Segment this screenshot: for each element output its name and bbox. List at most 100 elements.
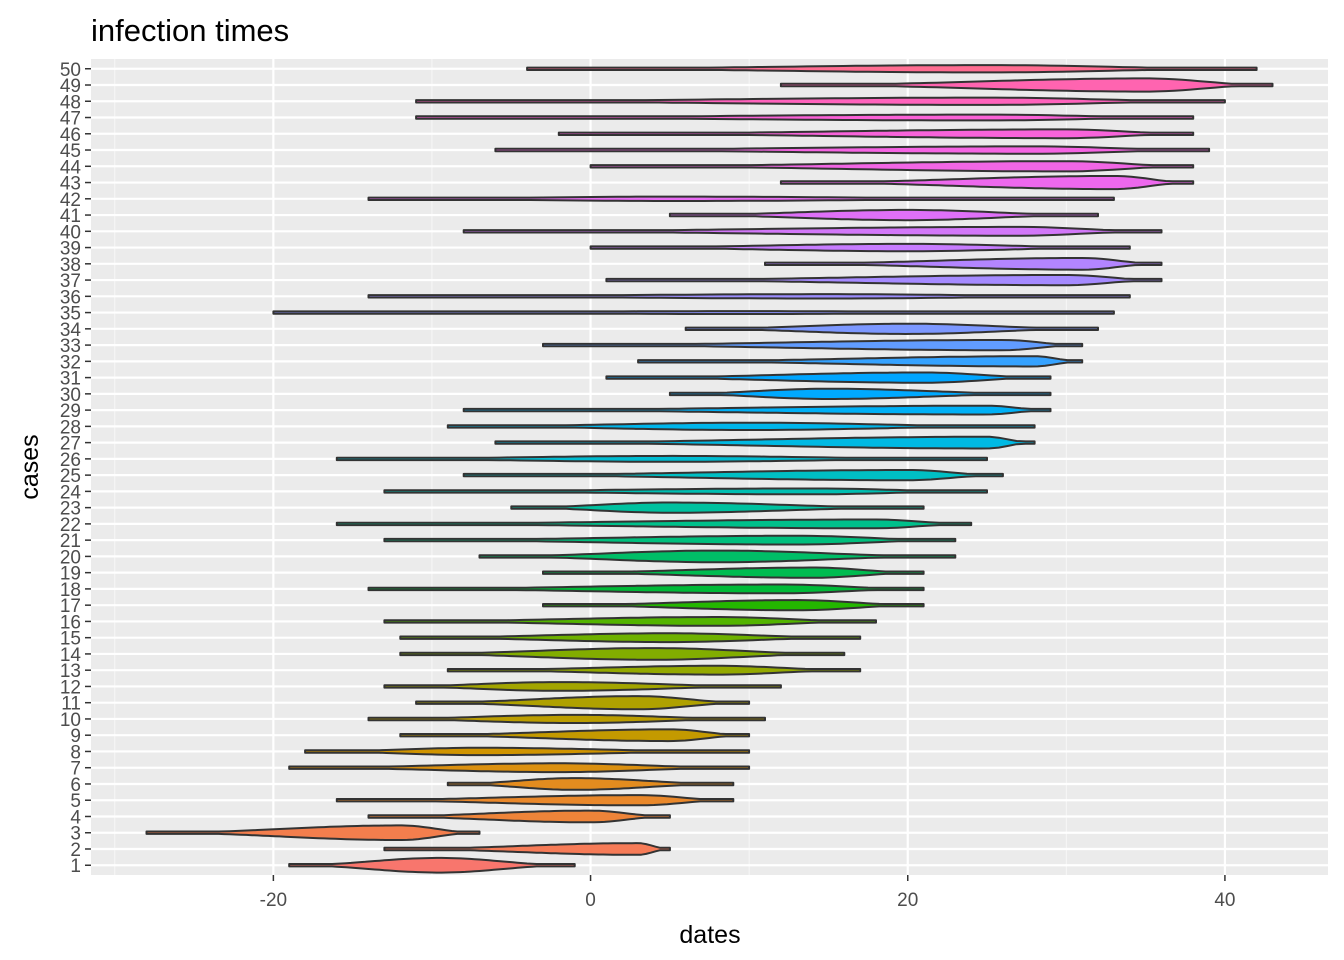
- y-tick-label: 29: [60, 401, 81, 422]
- x-tick-label: 20: [897, 890, 918, 911]
- violin-case-41: [668, 208, 1099, 222]
- y-tick-label: 9: [70, 726, 81, 747]
- violin-case-38: [764, 257, 1163, 271]
- y-tick-label: 46: [60, 125, 81, 146]
- y-tick-label: 25: [60, 466, 81, 487]
- violin-case-47: [415, 113, 1195, 122]
- y-tick-label: 32: [60, 352, 81, 373]
- violin-case-42: [367, 195, 1115, 202]
- violin-case-43: [779, 175, 1195, 191]
- y-tick-label: 5: [70, 791, 81, 812]
- violin-case-11: [415, 695, 751, 711]
- y-axis-ticks: 1234567891011121314151617181920212223242…: [60, 60, 91, 877]
- violin-case-32: [637, 355, 1084, 368]
- violin-case-1: [288, 856, 576, 874]
- violin-case-28: [446, 421, 1036, 431]
- violin-case-49: [779, 77, 1274, 93]
- y-tick-label: 10: [60, 710, 81, 731]
- y-tick-label: 21: [60, 531, 81, 552]
- chart-title: infection times: [91, 13, 289, 48]
- violin-case-45: [494, 145, 1211, 155]
- violin-case-21: [383, 534, 957, 546]
- y-tick-label: 34: [60, 320, 82, 341]
- violin-case-29: [462, 404, 1052, 416]
- violin-case-33: [542, 339, 1084, 352]
- violin-case-5: [335, 794, 735, 807]
- violin-case-7: [288, 762, 751, 774]
- violin-case-3: [145, 824, 481, 841]
- violin-case-34: [684, 322, 1099, 335]
- violin-case-23: [510, 501, 925, 514]
- x-tick-label: 40: [1214, 890, 1235, 911]
- x-axis-ticks: -20 0 20 40: [260, 875, 1235, 911]
- y-tick-label: 24: [60, 482, 82, 503]
- violin-case-24: [383, 487, 988, 496]
- y-tick-label: 44: [60, 157, 82, 178]
- violin-case-17: [542, 599, 925, 612]
- y-tick-label: 13: [60, 661, 81, 682]
- y-tick-label: 33: [60, 336, 81, 357]
- y-tick-label: 41: [60, 206, 81, 227]
- violin-case-10: [367, 713, 766, 724]
- y-tick-label: 8: [70, 742, 81, 763]
- y-tick-label: 3: [70, 824, 81, 845]
- violin-case-35: [272, 310, 1115, 315]
- y-tick-label: 37: [60, 271, 81, 292]
- plot-panel: [91, 59, 1328, 875]
- y-tick-label: 35: [60, 304, 81, 325]
- y-tick-label: 17: [60, 596, 81, 617]
- y-tick-label: 28: [60, 417, 81, 438]
- violin-case-13: [446, 664, 862, 676]
- violin-case-4: [367, 809, 671, 824]
- violin-case-12: [383, 681, 782, 692]
- violin-case-14: [399, 647, 846, 661]
- violin-case-6: [446, 777, 735, 791]
- y-tick-label: 43: [60, 174, 81, 195]
- violin-case-15: [399, 632, 862, 644]
- violin-case-40: [462, 225, 1163, 237]
- violin-case-48: [415, 96, 1226, 106]
- violin-case-44: [589, 160, 1195, 173]
- y-tick-label: 2: [70, 840, 81, 861]
- y-tick-label: 42: [60, 190, 81, 211]
- y-tick-label: 27: [60, 434, 81, 455]
- violin-case-8: [304, 746, 751, 757]
- y-tick-label: 7: [70, 759, 81, 780]
- violin-case-2: [383, 842, 671, 856]
- y-tick-label: 20: [60, 547, 81, 568]
- y-tick-label: 14: [60, 645, 82, 666]
- y-tick-label: 45: [60, 141, 81, 162]
- y-tick-label: 16: [60, 612, 81, 633]
- y-tick-label: 47: [60, 109, 81, 130]
- y-tick-label: 6: [70, 775, 81, 796]
- y-tick-label: 26: [60, 450, 81, 471]
- violin-case-50: [526, 64, 1258, 74]
- y-tick-label: 11: [61, 694, 81, 715]
- grid-minor: [114, 59, 1067, 875]
- violin-case-46: [557, 128, 1195, 140]
- y-tick-label: 15: [60, 629, 81, 650]
- x-axis-title: dates: [679, 921, 740, 949]
- violin-case-27: [494, 435, 1036, 450]
- y-tick-label: 36: [60, 287, 81, 308]
- y-tick-label: 49: [60, 76, 81, 97]
- y-tick-label: 40: [60, 222, 81, 243]
- x-tick-label: 0: [585, 890, 596, 911]
- violin-case-22: [335, 518, 973, 530]
- y-tick-label: 4: [70, 807, 81, 828]
- y-tick-label: 50: [60, 60, 81, 81]
- y-tick-label: 48: [60, 92, 81, 113]
- y-axis-title: cases: [16, 434, 44, 499]
- y-tick-label: 18: [60, 580, 81, 601]
- y-tick-label: 19: [60, 564, 81, 585]
- violin-case-37: [605, 274, 1163, 287]
- violin-case-31: [605, 371, 1052, 384]
- y-tick-label: 39: [60, 239, 81, 260]
- y-tick-label: 22: [60, 515, 81, 536]
- violin-case-9: [399, 728, 751, 743]
- violins: [145, 64, 1274, 874]
- x-tick-label: -20: [260, 890, 287, 911]
- violin-case-39: [589, 242, 1131, 253]
- y-tick-label: 12: [60, 677, 81, 698]
